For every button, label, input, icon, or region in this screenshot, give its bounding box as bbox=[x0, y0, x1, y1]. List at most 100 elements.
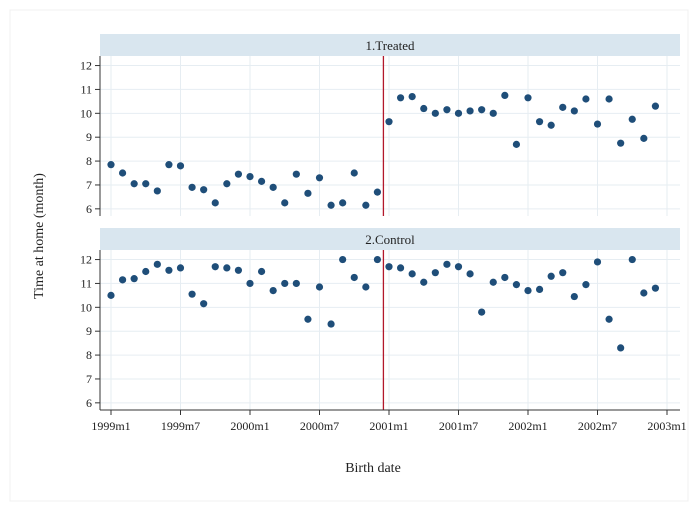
data-point bbox=[327, 201, 335, 209]
data-point bbox=[362, 283, 370, 291]
x-axis-title: Birth date bbox=[345, 461, 401, 476]
data-point bbox=[559, 103, 567, 111]
x-axis: 1999m1 1999m7 2000m1 2000m7 2001m1 2001m7 2002… bbox=[91, 409, 687, 433]
data-point bbox=[188, 290, 196, 298]
data-point bbox=[570, 107, 578, 115]
data-point bbox=[130, 275, 138, 283]
data-point bbox=[246, 172, 254, 181]
data-point bbox=[443, 260, 451, 268]
data-point bbox=[292, 170, 300, 178]
data-point bbox=[304, 315, 312, 323]
y-tick-label: 9 bbox=[86, 130, 92, 144]
data-point bbox=[350, 169, 358, 177]
data-point bbox=[200, 186, 208, 194]
data-point bbox=[315, 174, 324, 182]
panel-control-grid bbox=[100, 250, 680, 410]
data-point bbox=[165, 161, 173, 169]
plot-frame bbox=[9, 9, 689, 502]
x-tick-label: 1999m1 bbox=[91, 419, 130, 433]
y-tick-label: 11 bbox=[80, 276, 92, 290]
y-tick-label: 8 bbox=[86, 154, 92, 168]
data-point bbox=[605, 315, 613, 323]
data-point bbox=[501, 91, 509, 100]
x-tick-label: 1999m7 bbox=[161, 419, 200, 433]
data-point bbox=[512, 140, 521, 148]
data-point bbox=[593, 258, 602, 266]
panel-treated: 1.Treated 6 7 8 9 10 11 12 bbox=[80, 34, 680, 216]
data-point bbox=[223, 180, 231, 188]
data-point bbox=[118, 169, 127, 177]
data-point bbox=[223, 264, 231, 272]
data-point bbox=[211, 199, 219, 207]
data-point bbox=[640, 289, 648, 297]
y-tick-label: 7 bbox=[86, 178, 92, 192]
data-point bbox=[176, 162, 185, 170]
panel-control: 2.Control 6 7 8 9 10 11 12 bbox=[80, 228, 680, 410]
data-point bbox=[257, 267, 266, 276]
data-point bbox=[582, 95, 590, 103]
data-point bbox=[385, 118, 393, 126]
data-point bbox=[362, 201, 370, 209]
data-point bbox=[628, 115, 636, 123]
data-point bbox=[246, 279, 254, 288]
panel-control-title: 2.Control bbox=[365, 232, 415, 247]
panel-treated-grid bbox=[100, 56, 680, 216]
panel-control-points bbox=[107, 255, 660, 352]
data-point bbox=[431, 109, 439, 117]
panel-control-y-axis: 6 7 8 9 10 11 12 bbox=[80, 250, 101, 410]
data-point bbox=[466, 270, 474, 278]
x-tick-label: 2001m1 bbox=[369, 419, 408, 433]
panel-treated-strip bbox=[100, 34, 680, 56]
data-point bbox=[176, 264, 185, 272]
data-point bbox=[489, 109, 497, 117]
data-point bbox=[535, 118, 544, 126]
data-point bbox=[188, 183, 196, 191]
data-point bbox=[304, 189, 312, 197]
data-point bbox=[478, 308, 486, 316]
data-point bbox=[385, 263, 393, 271]
x-tick-label: 2002m1 bbox=[508, 419, 547, 433]
data-point bbox=[396, 94, 405, 102]
data-point bbox=[420, 104, 428, 113]
data-point bbox=[640, 134, 648, 142]
data-point bbox=[153, 260, 161, 268]
y-tick-label: 7 bbox=[86, 372, 92, 386]
y-tick-label: 10 bbox=[80, 106, 92, 120]
y-tick-label: 8 bbox=[86, 348, 92, 362]
y-tick-label: 12 bbox=[80, 253, 92, 267]
y-tick-label: 12 bbox=[80, 59, 92, 73]
x-tick-label: 2000m7 bbox=[300, 419, 339, 433]
data-point bbox=[118, 276, 127, 284]
data-point bbox=[211, 263, 219, 271]
data-point bbox=[454, 263, 463, 271]
data-point bbox=[130, 180, 138, 188]
data-point bbox=[339, 255, 347, 264]
data-point bbox=[628, 255, 636, 264]
data-point bbox=[327, 320, 335, 328]
data-point bbox=[200, 300, 208, 308]
data-point bbox=[454, 109, 463, 117]
data-point bbox=[281, 199, 289, 207]
data-point bbox=[153, 187, 161, 195]
y-tick-label: 6 bbox=[86, 202, 92, 216]
data-point bbox=[524, 94, 532, 102]
data-point bbox=[165, 266, 173, 274]
data-point bbox=[408, 92, 416, 101]
data-point bbox=[547, 272, 555, 280]
data-point bbox=[350, 273, 358, 282]
data-point bbox=[315, 283, 324, 291]
data-point bbox=[396, 264, 405, 272]
y-axis-title: Time at home (month) bbox=[32, 173, 47, 299]
panel-treated-points bbox=[107, 91, 660, 209]
data-point bbox=[292, 279, 300, 288]
data-point bbox=[559, 269, 567, 277]
y-tick-label: 6 bbox=[86, 396, 92, 410]
data-point bbox=[431, 269, 439, 277]
panel-treated-y-axis: 6 7 8 9 10 11 12 bbox=[80, 56, 101, 216]
y-tick-label: 11 bbox=[80, 82, 92, 96]
data-point bbox=[234, 170, 243, 178]
data-point bbox=[107, 291, 115, 299]
data-point bbox=[269, 183, 277, 191]
